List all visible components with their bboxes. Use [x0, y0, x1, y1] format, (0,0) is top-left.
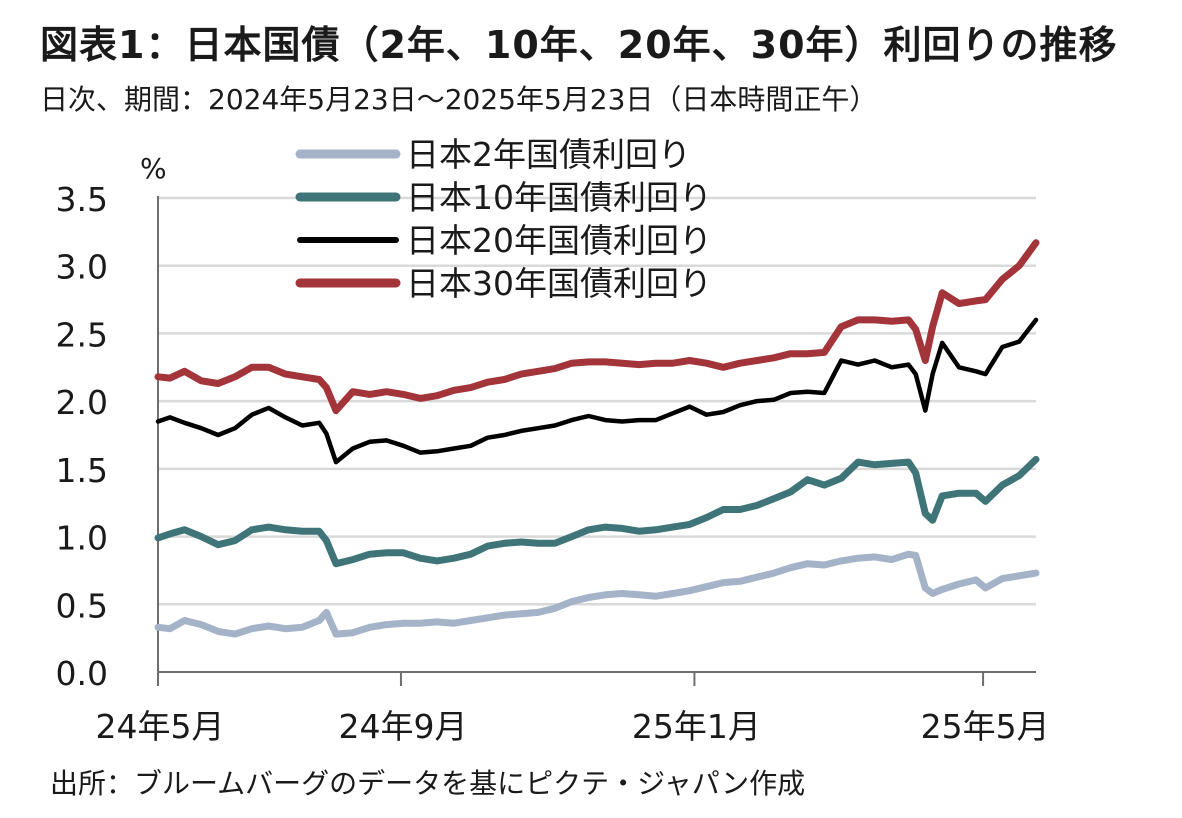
- y-tick-label: 0.5: [56, 586, 108, 625]
- y-tick-label: 1.0: [56, 519, 108, 558]
- source-note: 出所：ブルームバーグのデータを基にピクテ・ジャパン作成: [50, 767, 806, 800]
- y-unit-label: %: [140, 152, 167, 185]
- chart-subtitle: 日次、期間：2024年5月23日～2025年5月23日（日本時間正午）: [40, 83, 878, 116]
- y-axis-ticks: 0.0 0.5 1.0 1.5 2.0 2.5 3.0 3.5%: [56, 152, 167, 693]
- series-line: [154, 239, 1040, 415]
- series-line: [155, 317, 1039, 465]
- y-tick-label: 3.5: [56, 180, 108, 219]
- legend-label: 日本2年国債利回り: [406, 135, 691, 174]
- legend-label: 日本20年国債利回り: [406, 221, 712, 260]
- y-tick-label: 2.0: [56, 383, 108, 422]
- series-lines: [154, 239, 1040, 638]
- x-tick-label: 24年9月: [338, 707, 467, 746]
- y-tick-label: 2.5: [56, 315, 108, 354]
- x-tick-label: 24年5月: [96, 707, 225, 746]
- chart-title: 図表1：日本国債（2年、10年、20年、30年）利回りの推移: [40, 23, 1118, 67]
- series-line: [154, 550, 1040, 638]
- axes: [157, 196, 1036, 673]
- x-tick-label: 25年1月: [632, 707, 761, 746]
- x-tick-label: 25年5月: [921, 707, 1050, 746]
- y-tick-label: 1.5: [56, 451, 108, 490]
- y-tick-label: 0.0: [56, 654, 108, 693]
- legend-label: 日本10年国債利回り: [406, 178, 712, 217]
- x-axis-ticks: 24年5月 24年9月 25年1月 25年5月: [96, 672, 1050, 746]
- y-tick-label: 3.0: [56, 248, 108, 287]
- legend-label: 日本30年国債利回り: [406, 264, 712, 303]
- series-line: [154, 455, 1040, 568]
- gridlines: [158, 196, 1036, 606]
